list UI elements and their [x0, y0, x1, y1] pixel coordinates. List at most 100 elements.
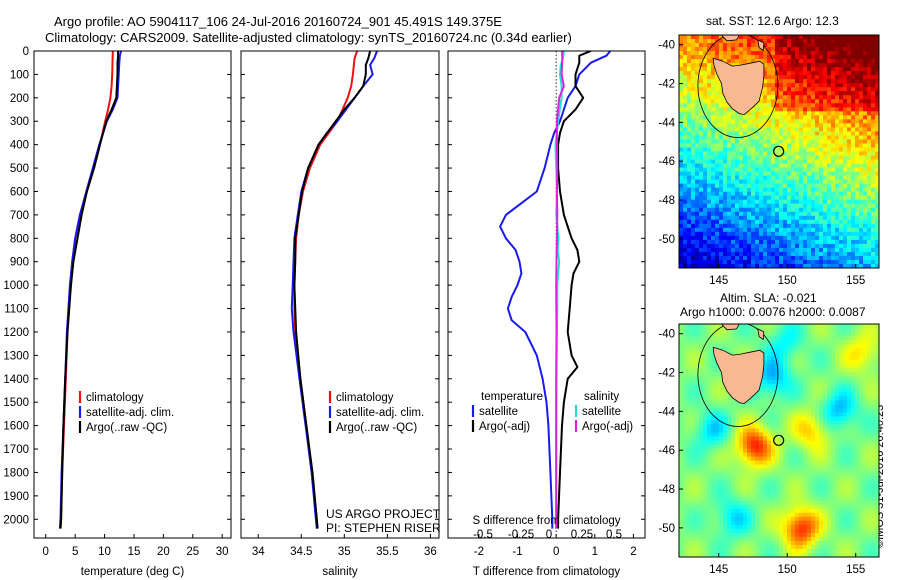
map-x-tick-label: 155: [846, 275, 865, 287]
y-tick-label: 700: [10, 210, 29, 222]
y-tick-label: 1600: [3, 421, 29, 433]
map-x-tick-label: 145: [709, 564, 728, 576]
x-tick-label: 1: [592, 546, 598, 558]
tasmania-landmass: [712, 346, 765, 405]
x-tick-label: 0: [43, 546, 49, 558]
map-y-tick-label: -50: [658, 523, 675, 535]
y-tick-label: 1500: [3, 397, 29, 409]
s-diff-tick-label: 0: [546, 529, 552, 541]
map-y-tick-label: -48: [658, 484, 675, 496]
sst-map: [679, 35, 879, 268]
y-tick-label: 2000: [3, 514, 29, 526]
map-x-tick-label: 150: [778, 275, 797, 287]
x-tick-label: -2: [474, 546, 484, 558]
y-tick-label: 500: [10, 163, 29, 175]
difference-xlabel: T difference from climatology: [473, 566, 620, 578]
y-tick-label: 100: [10, 69, 29, 81]
y-tick-label: 600: [10, 186, 29, 198]
map-y-tick-label: -42: [658, 79, 675, 91]
sla-map-frame: [678, 323, 880, 558]
header-title-line1: Argo profile: AO 5904117_106 24-Jul-2016…: [54, 14, 502, 29]
map-y-tick-label: -42: [658, 368, 675, 380]
temperature-xlabel: temperature (deg C): [81, 566, 185, 578]
difference-series-3: [555, 51, 565, 529]
island-landmass: [757, 39, 765, 52]
legend-label: satellite-adj. clim.: [86, 407, 174, 419]
map-y-tick-label: -40: [658, 40, 675, 52]
legend-label: Argo(-adj): [582, 421, 633, 433]
y-tick-label: 1000: [3, 280, 29, 292]
legend-label: satellite: [582, 406, 621, 418]
shelf-contour: [697, 35, 779, 138]
s-diff-tick-label: -0.5: [473, 529, 493, 541]
y-tick-label: 1700: [3, 444, 29, 456]
map-bottom-title-1: Altim. SLA: -0.021: [720, 291, 817, 305]
legend-title-salinity: salinity: [584, 391, 619, 403]
y-tick-label: 1400: [3, 374, 29, 386]
y-tick-label: 800: [10, 233, 29, 245]
x-tick-label: 5: [72, 546, 78, 558]
y-tick-label: 900: [10, 257, 29, 269]
y-tick-label: 300: [10, 116, 29, 128]
x-tick-label: 2: [630, 546, 636, 558]
sla-argo-float-marker: [773, 434, 785, 446]
map-x-tick-label: 145: [709, 275, 728, 287]
x-tick-label: 34.5: [290, 546, 312, 558]
map-y-tick-label: -46: [658, 445, 675, 457]
mainland-landmass: [720, 35, 740, 42]
x-tick-label: 25: [186, 546, 199, 558]
temperature-series-2: [59, 51, 120, 529]
y-tick-label: 0: [23, 46, 29, 58]
y-tick-label: 1800: [3, 467, 29, 479]
tasmania-landmass: [712, 57, 765, 116]
map-y-tick-label: -40: [658, 329, 675, 341]
x-tick-label: 15: [128, 546, 141, 558]
legend-label: climatology: [336, 392, 394, 404]
mainland-landmass: [720, 324, 740, 331]
x-tick-label: 30: [216, 546, 229, 558]
y-tick-label: 400: [10, 140, 29, 152]
salinity-series-2: [293, 51, 372, 529]
x-tick-label: 0: [553, 546, 559, 558]
x-tick-label: 34: [252, 546, 265, 558]
y-tick-label: 1100: [4, 304, 29, 316]
x-tick-label: 10: [98, 546, 111, 558]
y-tick-label: 1200: [3, 327, 29, 339]
map-top-title: sat. SST: 12.6 Argo: 12.3: [706, 14, 839, 28]
legend-label: satellite: [479, 406, 518, 418]
salinity-series-0: [293, 51, 359, 529]
legend-label: satellite-adj. clim.: [336, 407, 424, 419]
map-y-tick-label: -50: [658, 234, 675, 246]
difference-panel-frame: [447, 50, 646, 539]
legend-label: Argo(..raw -QC): [86, 422, 167, 434]
map-x-tick-label: 155: [846, 564, 865, 576]
temperature-panel-frame: [33, 50, 232, 539]
difference-series-1: [557, 51, 592, 529]
y-tick-label: 200: [10, 93, 29, 105]
sst-map-frame: [678, 34, 880, 269]
map-y-tick-label: -48: [658, 195, 675, 207]
island-landmass: [757, 328, 765, 341]
temperature-series-1: [58, 51, 122, 529]
salinity-panel-frame: [240, 50, 440, 539]
salinity-xlabel: salinity: [322, 566, 357, 578]
x-tick-label: 35: [338, 546, 351, 558]
credit-line1: US ARGO PROJECT: [326, 507, 441, 521]
header-title-line2: Climatology: CARS2009. Satellite-adjuste…: [45, 30, 572, 45]
legend-label: Argo(..raw -QC): [336, 422, 417, 434]
difference-series-0: [499, 51, 611, 529]
legend-title-temperature: temperature: [481, 391, 543, 403]
sla-map: [679, 324, 879, 557]
x-tick-label: 20: [157, 546, 170, 558]
x-tick-label: -1: [512, 546, 522, 558]
map-bottom-title-2: Argo h1000: 0.0076 h2000: 0.0087: [680, 305, 866, 319]
map-y-tick-label: -44: [658, 117, 675, 129]
s-diff-tick-label: -0.25: [508, 529, 534, 541]
s-diff-label: S difference from climatology: [472, 515, 620, 527]
y-tick-label: 1300: [3, 350, 29, 362]
map-y-tick-label: -46: [658, 156, 675, 168]
shelf-contour: [697, 324, 779, 427]
s-diff-tick-label: 0.25: [571, 529, 593, 541]
x-tick-label: 36: [424, 546, 437, 558]
